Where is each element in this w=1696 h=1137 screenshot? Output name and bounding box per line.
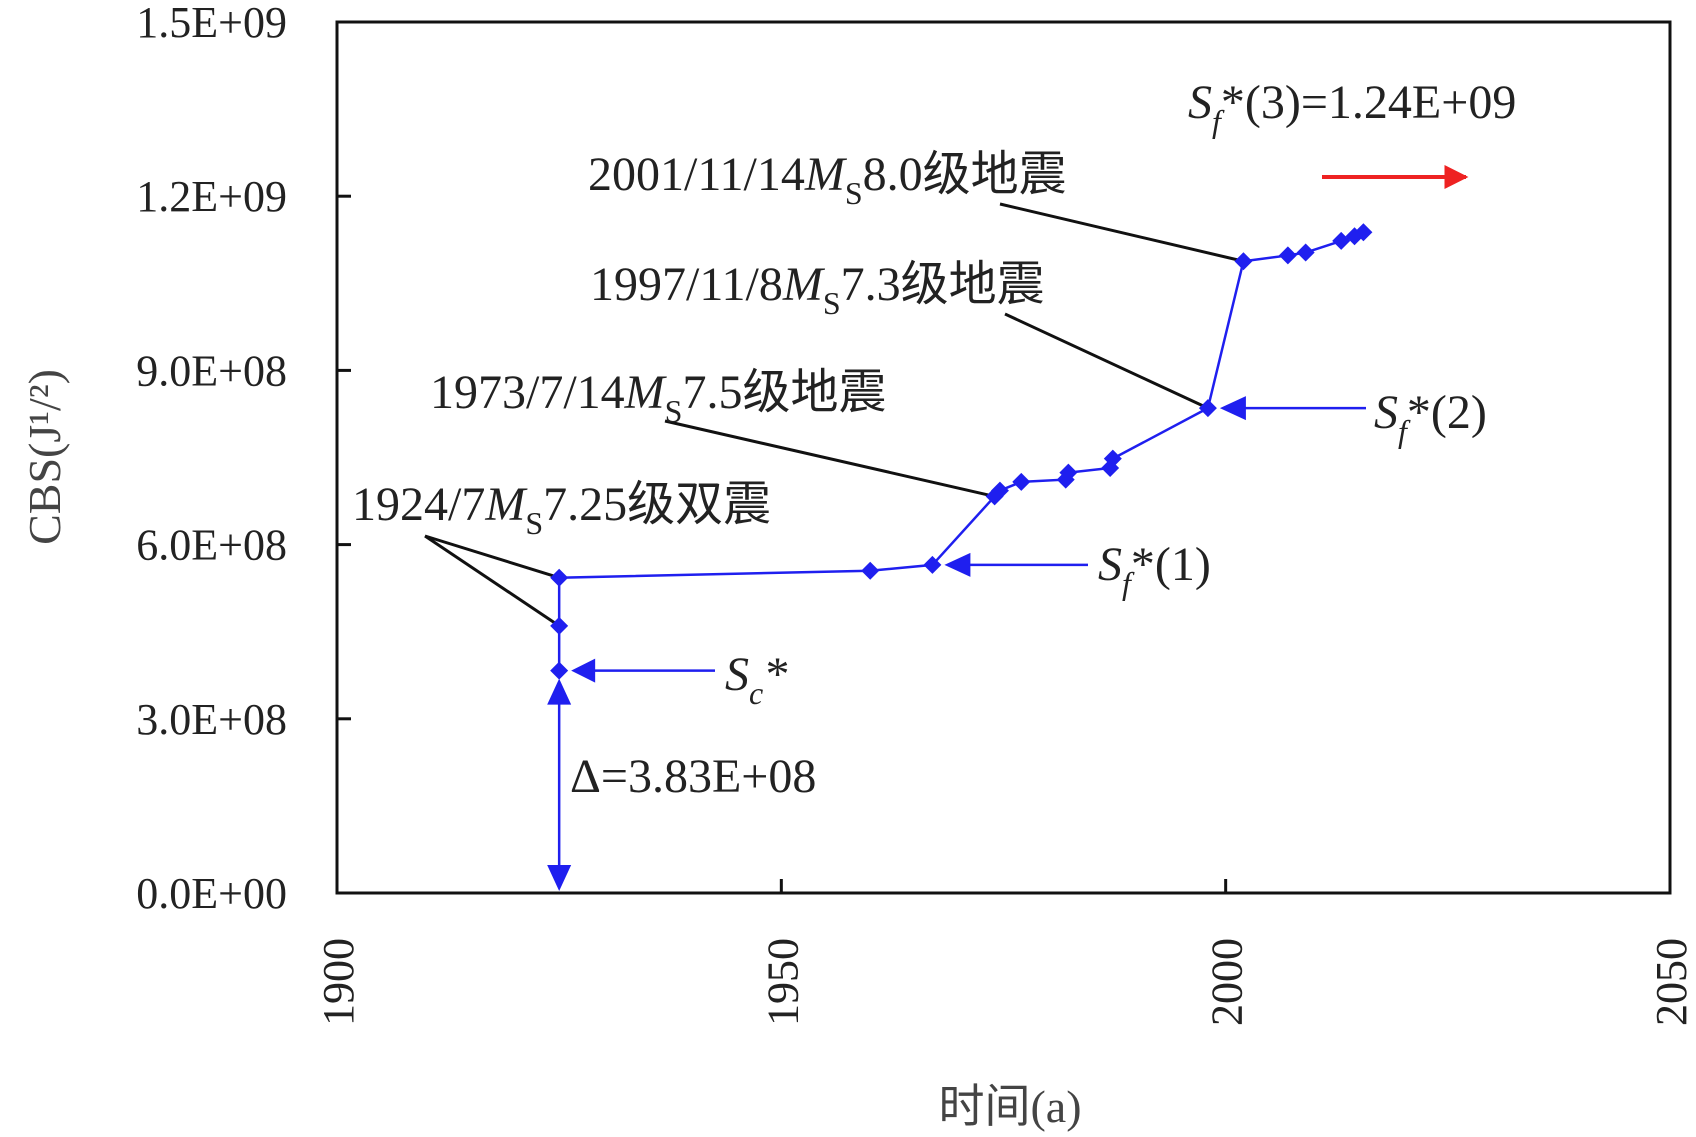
data-point xyxy=(990,481,1009,500)
x-tick-label: 1950 xyxy=(758,938,807,1026)
y-axis-title: CBS(J¹/²) xyxy=(19,369,70,545)
quake-1924-label: 1924/7MS7.25级双震 xyxy=(352,478,771,541)
leader-lines xyxy=(424,202,1244,628)
y-tick-label: 1.2E+09 xyxy=(136,172,287,221)
data-point xyxy=(1198,399,1217,418)
leader-line xyxy=(1004,312,1209,410)
y-tick-label: 1.5E+09 xyxy=(136,0,287,47)
data-point xyxy=(550,568,569,587)
y-tick-label: 6.0E+08 xyxy=(136,521,287,570)
y-tick-label: 3.0E+08 xyxy=(136,695,287,744)
annotation-arrows xyxy=(547,165,1469,891)
data-point xyxy=(1296,243,1315,262)
sf1-label: Sf*(1) xyxy=(1098,538,1211,601)
sc-label: Sc* xyxy=(725,648,787,711)
delta-arrow-head-up xyxy=(547,678,572,705)
delta-label: Δ=3.83E+08 xyxy=(570,750,816,803)
quake-1997-label: 1997/11/8MS7.3级地震 xyxy=(590,258,1045,321)
data-point xyxy=(1103,449,1122,468)
data-point xyxy=(1059,463,1078,482)
data-point xyxy=(861,561,880,580)
sf1-arrow-head xyxy=(944,552,971,577)
data-point xyxy=(1234,252,1253,271)
x-axis: 1900 1950 2000 2050 xyxy=(314,879,1696,1026)
y-tick-label: 9.0E+08 xyxy=(136,346,287,395)
sf2-label: Sf*(2) xyxy=(1374,386,1487,449)
quake-1973-label: 1973/7/14MS7.5级地震 xyxy=(430,366,886,429)
x-tick-label: 1900 xyxy=(314,938,363,1026)
data-point xyxy=(1012,472,1031,491)
delta-arrow-head-down xyxy=(547,865,572,891)
data-point xyxy=(1278,246,1297,265)
leader-line xyxy=(664,419,995,498)
data-point xyxy=(1354,223,1373,242)
sf3-label: Sf*(3)=1.24E+09 xyxy=(1188,76,1516,139)
plot-area-frame xyxy=(335,20,1672,895)
y-tick-label: 0.0E+00 xyxy=(136,869,287,918)
x-axis-title: 时间(a) xyxy=(938,1081,1081,1132)
sf2-arrow-head xyxy=(1219,396,1246,421)
quake-2001-label: 2001/11/14MS8.0级地震 xyxy=(588,148,1067,211)
y-axis: 0.0E+00 3.0E+08 6.0E+08 9.0E+08 1.2E+09 1.5E+… xyxy=(136,0,351,918)
sc-arrow-head xyxy=(571,658,596,683)
x-tick-label: 2000 xyxy=(1203,938,1252,1026)
leader-line xyxy=(424,534,561,628)
data-point xyxy=(923,555,942,574)
leader-line xyxy=(424,534,560,580)
x-tick-label: 2050 xyxy=(1647,938,1696,1026)
leader-line xyxy=(999,202,1244,263)
